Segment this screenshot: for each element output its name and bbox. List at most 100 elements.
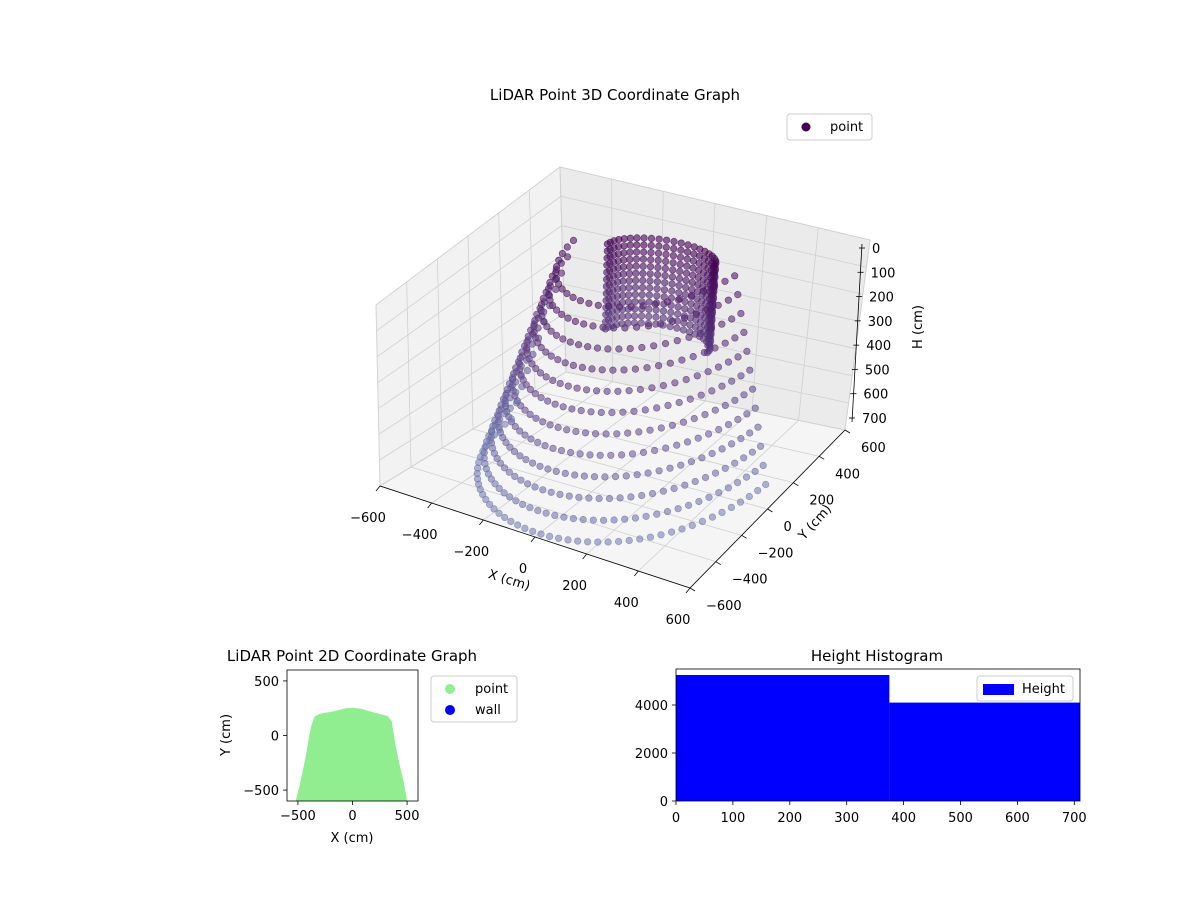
z-axis-label: H (cm)	[911, 305, 926, 349]
scatter-3d-point-746	[603, 261, 611, 269]
scatter-3d-point-183	[728, 377, 736, 385]
scatter-3d-point-251	[628, 450, 637, 458]
grid-backleft-y-2	[436, 258, 443, 449]
scatter-3d-point-70	[593, 344, 602, 352]
scatter-3d-point-433	[667, 528, 676, 536]
scatter-3d-point-306	[518, 383, 526, 391]
scatter-3d-point-640	[647, 241, 655, 250]
scatter-3d-point-636	[652, 306, 660, 314]
scatter-3d-point-219	[711, 406, 719, 414]
x-tick-label-0: −600	[350, 511, 386, 526]
histogram-x-tick-label-6: 600	[1005, 811, 1030, 826]
scatter-3d-point-622	[660, 300, 668, 308]
scatter-3d-point-278	[506, 443, 514, 451]
scatter-3d-point-54	[557, 269, 566, 277]
scatter-3d-point-24	[721, 277, 729, 285]
scatter-3d-point-639	[647, 234, 656, 242]
scatter-3d-point-134	[582, 386, 591, 394]
scatter-3d-point-227	[512, 368, 521, 376]
scatter-3d-point-117	[540, 308, 548, 316]
scatter-3d-point-290	[601, 473, 609, 481]
scatter-3d-point-182	[718, 382, 726, 390]
scatter-3d-point-603	[669, 259, 677, 267]
scatter-3d-point-105	[631, 365, 640, 373]
scatter-3d-point-137	[614, 387, 622, 395]
scatter-3d-point-431	[646, 533, 655, 541]
chart-histogram: Height Histogram 0 100 200 300 400 500 600 7000…	[635, 647, 1087, 826]
scatter-3d-point-620	[660, 286, 669, 294]
histogram-x-tick-label-5: 500	[948, 811, 973, 826]
scatter-3d-point-583	[681, 305, 689, 313]
legend-histogram-swatch	[983, 684, 1014, 695]
scatter-3d-point-84	[552, 285, 560, 294]
scatter-3d-point-217	[690, 415, 698, 423]
scatter-3d-point-426	[594, 538, 602, 546]
legend-2d-marker-point	[445, 684, 455, 694]
scatter-3d-point-55	[551, 275, 560, 284]
z-tick-label-0: 0	[872, 242, 880, 257]
scatter-3d-point-282	[528, 459, 537, 467]
scatter-3d-point-258	[704, 430, 713, 438]
scatter-3d-point-37	[564, 314, 572, 322]
scatter-3d-point-324	[517, 476, 525, 484]
scatter-3d-point-352	[501, 410, 509, 418]
y-tick-label-2: −200	[758, 546, 794, 561]
scatter-3d-point-638	[652, 320, 660, 328]
grid-z-7	[379, 371, 846, 487]
legend-3d: point	[786, 113, 873, 141]
scatter-3d-point-644	[646, 270, 654, 278]
scatter-3d-point-625	[659, 321, 667, 329]
y-tick-mark-0	[689, 587, 696, 592]
scatter-3d-point-575	[683, 248, 692, 256]
scatter-3d-point-220	[721, 401, 729, 410]
scatter-3d-point-670	[632, 269, 640, 277]
scatter-3d-point-224	[529, 350, 537, 359]
scatter-3d-point-602	[669, 252, 678, 260]
scatter-3d-point-222	[740, 391, 748, 399]
scatter-3d-point-399	[490, 431, 498, 439]
scatter-3d-point-162	[526, 385, 535, 394]
scatter-3d-point-163	[531, 390, 539, 398]
scatter-3d-point-184	[737, 372, 745, 380]
scatter-3d-point-387	[684, 501, 693, 509]
scatter-3d-point-350	[512, 399, 521, 407]
scatter-3d-point-635	[652, 299, 661, 307]
scatter-3d-point-393	[742, 473, 751, 481]
histogram-x-tick-label-2: 200	[777, 811, 802, 826]
scatter-3d-point-277	[502, 438, 510, 447]
scatter-3d-point-429	[625, 536, 633, 545]
scatter-3d-point-303	[737, 435, 745, 443]
scatter-3d-point-108	[666, 359, 674, 367]
histogram-x-tick-label-0: 0	[672, 811, 680, 826]
scatter-3d-point-299	[698, 454, 706, 462]
scatter-3d-point-281	[522, 456, 530, 464]
scatter-3d-point-601	[670, 245, 678, 253]
scatter-3d-point-333	[595, 494, 603, 503]
x-tick-label-1: −400	[402, 528, 438, 543]
scatter-3d-point-624	[659, 314, 667, 322]
scatter-3d-point-97	[554, 356, 562, 364]
scatter-3d-point-755	[601, 325, 610, 333]
scatter-3d-point-28	[552, 266, 560, 274]
scatter-3d-point-388	[695, 497, 703, 506]
scatter-3d-point-658	[639, 276, 647, 285]
scatter-3d-point-371	[526, 504, 534, 512]
scatter-3d-point-749	[602, 282, 611, 291]
scatter-3d-point-578	[682, 269, 691, 277]
scatter-3d-point-181	[708, 387, 716, 395]
scatter-3d-point-67	[566, 338, 574, 346]
scatter-3d-point-581	[681, 290, 690, 299]
scatter-3d-point-621	[660, 293, 668, 301]
scatter-3d-point-366	[495, 484, 503, 493]
legend-2d-marker-wall	[445, 705, 455, 715]
scatter-3d-point-208	[591, 430, 600, 438]
scatter-3d-point-415	[501, 513, 509, 522]
scatter-3d-point-568	[687, 293, 696, 301]
x-tick-label-2: −200	[453, 545, 489, 560]
scatter-3d-point-206	[572, 427, 580, 436]
scatter-3d-point-682	[625, 262, 634, 271]
scatter-3d-point-596	[674, 303, 682, 311]
grid-z-1	[376, 195, 867, 332]
scatter-3d-point-343	[701, 473, 710, 482]
scatter-3d-point-571	[686, 314, 695, 322]
